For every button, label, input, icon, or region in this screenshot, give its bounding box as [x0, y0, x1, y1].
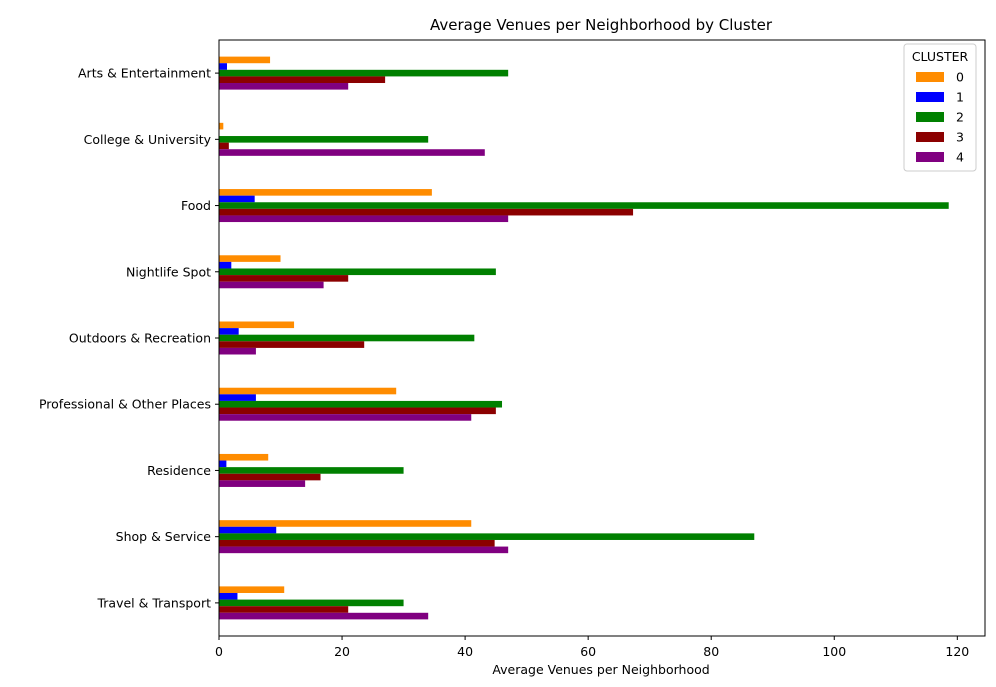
bar [219, 407, 496, 415]
bar [219, 387, 397, 395]
bar [219, 467, 404, 474]
bar [219, 586, 285, 593]
x-tick-label: 20 [334, 644, 350, 659]
y-tick-label: Arts & Entertainment [78, 66, 211, 81]
bar [219, 599, 404, 607]
x-tick-label: 0 [215, 644, 223, 659]
y-tick-label: Food [181, 198, 211, 213]
legend-swatch [916, 112, 944, 122]
bar [219, 341, 365, 348]
legend-label: 4 [956, 150, 964, 165]
bar [219, 539, 495, 547]
legend-swatch [916, 92, 944, 102]
bar [219, 69, 509, 77]
bar [219, 261, 232, 269]
bar [219, 328, 239, 335]
bar [219, 612, 429, 620]
bar [219, 122, 224, 130]
bar [219, 400, 503, 408]
bar [219, 63, 227, 70]
legend-title: CLUSTER [912, 49, 969, 64]
bar [219, 592, 238, 600]
bar [219, 149, 485, 156]
bar [219, 473, 321, 481]
bar [219, 480, 306, 487]
bar [219, 520, 472, 527]
bar [219, 142, 229, 150]
bar [219, 526, 277, 534]
bar [219, 460, 227, 468]
bar [219, 281, 324, 289]
bar [219, 394, 256, 401]
bar [219, 546, 509, 554]
bar [219, 255, 281, 262]
bar [219, 321, 295, 329]
bar [219, 275, 349, 282]
x-tick-label: 100 [822, 644, 846, 659]
legend-swatch [916, 132, 944, 142]
bars-layer [219, 56, 949, 620]
y-tick-label: Residence [147, 463, 211, 478]
y-tick-label: Professional & Other Places [39, 397, 211, 412]
x-tick-label: 120 [945, 644, 969, 659]
bar [219, 189, 432, 196]
bar [219, 453, 269, 461]
chart-title: Average Venues per Neighborhood by Clust… [430, 16, 773, 34]
x-axis-label: Average Venues per Neighborhood [492, 662, 709, 677]
bar [219, 334, 475, 342]
legend-label: 3 [956, 130, 964, 145]
bar [219, 195, 255, 203]
bar [219, 136, 429, 143]
bar [219, 215, 509, 223]
y-tick-label: Shop & Service [116, 529, 212, 544]
bar [219, 202, 949, 209]
axes-layer: Arts & Entertainment College & University… [39, 39, 986, 659]
bar [219, 414, 472, 421]
y-tick-label: Outdoors & Recreation [69, 331, 211, 346]
y-tick-label: College & University [84, 132, 212, 147]
bar [219, 533, 755, 540]
legend-label: 1 [956, 90, 964, 105]
x-tick-label: 40 [457, 644, 473, 659]
bar [219, 56, 271, 64]
bar [219, 208, 634, 216]
x-tick-label: 80 [703, 644, 719, 659]
legend-swatch [916, 72, 944, 82]
x-tick-label: 60 [580, 644, 596, 659]
y-tick-label: Travel & Transport [96, 595, 211, 610]
bar [219, 83, 349, 90]
bar [219, 76, 386, 84]
legend: CLUSTER 0 1 2 3 4 [903, 43, 977, 172]
legend-swatch [916, 152, 944, 162]
bar [219, 347, 256, 355]
bar [219, 606, 349, 613]
legend-label: 2 [956, 110, 964, 125]
bar [219, 268, 496, 276]
y-tick-label: Nightlife Spot [126, 264, 211, 279]
legend-label: 0 [956, 70, 964, 85]
